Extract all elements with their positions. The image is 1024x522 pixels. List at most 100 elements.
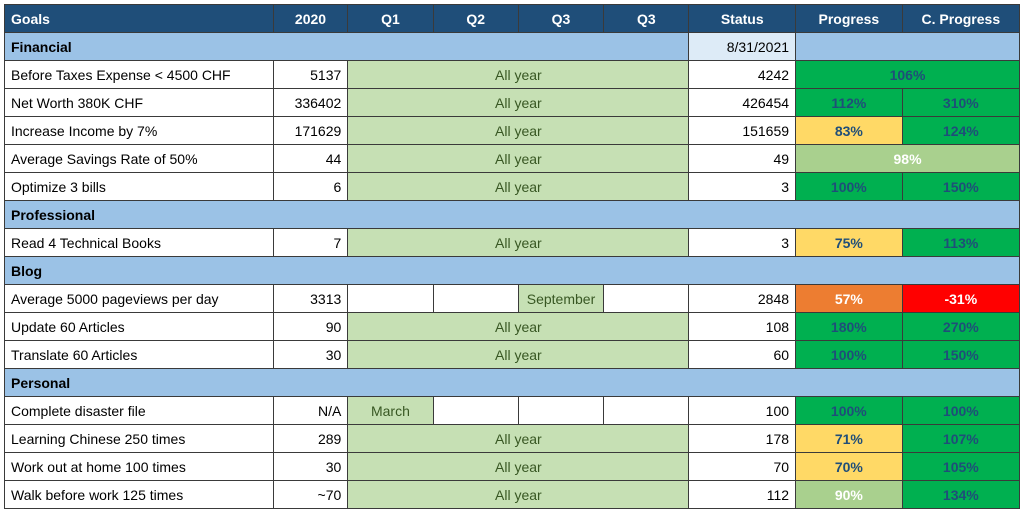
table-row: Translate 60 Articles 30 All year 60 100… [5,341,1020,369]
span-allyear: All year [348,341,689,369]
cprogress-cell: 113% [902,229,1019,257]
y2020-cell: 289 [273,425,348,453]
cprogress-cell: 134% [902,481,1019,509]
q3b-cell [604,397,689,425]
y2020-cell: N/A [273,397,348,425]
span-allyear: All year [348,481,689,509]
progress-cell: 70% [796,453,903,481]
progress-cell: 100% [796,341,903,369]
table-row: Work out at home 100 times 30 All year 7… [5,453,1020,481]
cprogress-cell: 310% [902,89,1019,117]
q3a-cell [518,397,603,425]
col-q1: Q1 [348,5,433,33]
status-cell: 426454 [689,89,796,117]
progress-merged: 106% [796,61,1020,89]
status-cell: 70 [689,453,796,481]
header-row: Goals 2020 Q1 Q2 Q3 Q3 Status Progress C… [5,5,1020,33]
status-cell: 112 [689,481,796,509]
table-row: Read 4 Technical Books 7 All year 3 75% … [5,229,1020,257]
table-row: Increase Income by 7% 171629 All year 15… [5,117,1020,145]
section-professional: Professional [5,201,1020,229]
table-row: Before Taxes Expense < 4500 CHF 5137 All… [5,61,1020,89]
col-goals: Goals [5,5,274,33]
progress-cell: 100% [796,173,903,201]
col-q3b: Q3 [604,5,689,33]
status-cell: 49 [689,145,796,173]
q1-cell [348,285,433,313]
y2020-cell: ~70 [273,481,348,509]
section-pad [796,33,1020,61]
table-row: Learning Chinese 250 times 289 All year … [5,425,1020,453]
y2020-cell: 30 [273,341,348,369]
y2020-cell: 44 [273,145,348,173]
progress-merged: 98% [796,145,1020,173]
q2-cell [433,397,518,425]
status-date: 8/31/2021 [689,33,796,61]
table-row: Net Worth 380K CHF 336402 All year 42645… [5,89,1020,117]
cprogress-cell: 107% [902,425,1019,453]
span-allyear: All year [348,313,689,341]
progress-cell: 180% [796,313,903,341]
cprogress-cell: 150% [902,341,1019,369]
table-row: Walk before work 125 times ~70 All year … [5,481,1020,509]
cprogress-cell: 105% [902,453,1019,481]
y2020-cell: 6 [273,173,348,201]
y2020-cell: 7 [273,229,348,257]
section-label: Blog [5,257,1020,285]
progress-cell: 57% [796,285,903,313]
col-q2: Q2 [433,5,518,33]
span-allyear: All year [348,117,689,145]
y2020-cell: 336402 [273,89,348,117]
q3-cell-september: September [518,285,603,313]
progress-cell: 100% [796,397,903,425]
cprogress-cell: 270% [902,313,1019,341]
progress-cell: 75% [796,229,903,257]
goal-cell: Increase Income by 7% [5,117,274,145]
status-cell: 151659 [689,117,796,145]
span-allyear: All year [348,61,689,89]
goal-cell: Work out at home 100 times [5,453,274,481]
progress-cell: 90% [796,481,903,509]
status-cell: 178 [689,425,796,453]
y2020-cell: 90 [273,313,348,341]
col-status: Status [689,5,796,33]
span-allyear: All year [348,453,689,481]
cprogress-cell: 100% [902,397,1019,425]
section-label: Personal [5,369,1020,397]
goal-cell: Net Worth 380K CHF [5,89,274,117]
goal-cell: Learning Chinese 250 times [5,425,274,453]
section-financial: Financial 8/31/2021 [5,33,1020,61]
q2-cell [433,285,518,313]
col-q3a: Q3 [518,5,603,33]
span-allyear: All year [348,89,689,117]
span-allyear: All year [348,229,689,257]
status-cell: 3 [689,173,796,201]
table-row: Complete disaster file N/A March 100 100… [5,397,1020,425]
status-cell: 3 [689,229,796,257]
goals-table: Goals 2020 Q1 Q2 Q3 Q3 Status Progress C… [4,4,1020,509]
cprogress-cell: 124% [902,117,1019,145]
col-cprogress: C. Progress [902,5,1019,33]
span-allyear: All year [348,425,689,453]
section-label: Financial [5,33,689,61]
table-row: Update 60 Articles 90 All year 108 180% … [5,313,1020,341]
progress-cell: 112% [796,89,903,117]
section-personal: Personal [5,369,1020,397]
goal-cell: Average Savings Rate of 50% [5,145,274,173]
table-row: Average 5000 pageviews per day 3313 Sept… [5,285,1020,313]
goal-cell: Walk before work 125 times [5,481,274,509]
cprogress-cell: 150% [902,173,1019,201]
status-cell: 60 [689,341,796,369]
status-cell: 2848 [689,285,796,313]
goal-cell: Translate 60 Articles [5,341,274,369]
q1-cell-march: March [348,397,433,425]
col-progress: Progress [796,5,903,33]
span-allyear: All year [348,173,689,201]
status-cell: 4242 [689,61,796,89]
goal-cell: Before Taxes Expense < 4500 CHF [5,61,274,89]
status-cell: 108 [689,313,796,341]
progress-cell: 83% [796,117,903,145]
y2020-cell: 30 [273,453,348,481]
col-2020: 2020 [273,5,348,33]
y2020-cell: 5137 [273,61,348,89]
